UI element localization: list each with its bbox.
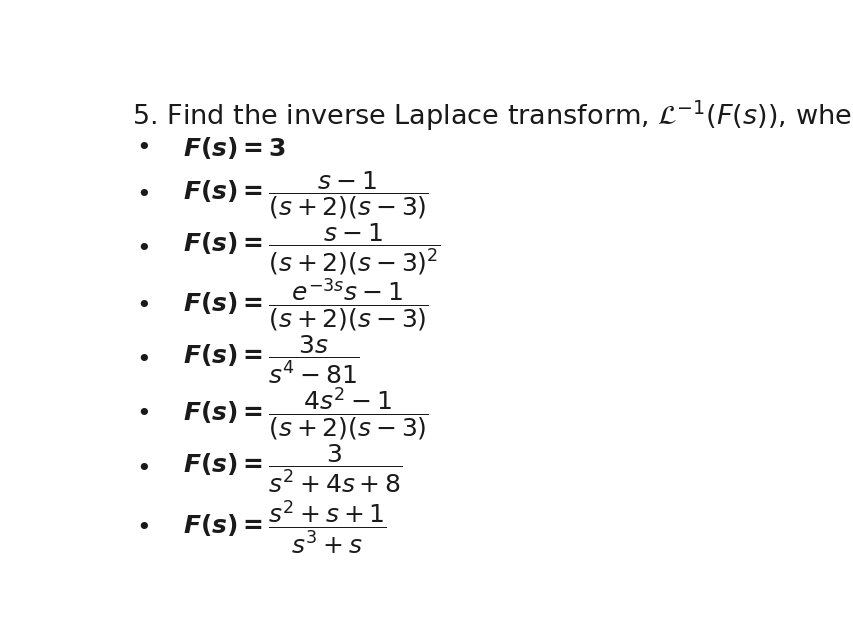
Text: $\boldsymbol{F(s) =} \dfrac{3}{s^2+4s+8}$: $\boldsymbol{F(s) =} \dfrac{3}{s^2+4s+8}… — [183, 442, 402, 495]
Text: $\boldsymbol{F(s) =} \dfrac{4s^2-1}{(s+2)(s-3)}$: $\boldsymbol{F(s) =} \dfrac{4s^2-1}{(s+2… — [183, 386, 428, 443]
Text: $\boldsymbol{F(s) = 3}$: $\boldsymbol{F(s) = 3}$ — [183, 135, 286, 161]
Text: •: • — [136, 403, 150, 426]
Text: $\boldsymbol{F(s) =} \dfrac{s-1}{(s+2)(s-3)}$: $\boldsymbol{F(s) =} \dfrac{s-1}{(s+2)(s… — [183, 169, 428, 221]
Text: 5. Find the inverse Laplace transform, $\mathcal{L}^{-1}(F(s))$, where: 5. Find the inverse Laplace transform, $… — [131, 99, 853, 134]
Text: $\boldsymbol{F(s) =} \dfrac{s-1}{(s+2)(s-3)^2}$: $\boldsymbol{F(s) =} \dfrac{s-1}{(s+2)(s… — [183, 221, 440, 277]
Text: •: • — [136, 237, 150, 261]
Text: $\boldsymbol{F(s) =} \dfrac{e^{-3s}s-1}{(s+2)(s-3)}$: $\boldsymbol{F(s) =} \dfrac{e^{-3s}s-1}{… — [183, 278, 428, 335]
Text: •: • — [136, 136, 150, 160]
Text: $\boldsymbol{F(s) =} \dfrac{3s}{s^4-81}$: $\boldsymbol{F(s) =} \dfrac{3s}{s^4-81}$ — [183, 334, 358, 387]
Text: •: • — [136, 516, 150, 540]
Text: •: • — [136, 183, 150, 207]
Text: $\boldsymbol{F(s) =} \dfrac{s^2+s+1}{s^3+s}$: $\boldsymbol{F(s) =} \dfrac{s^2+s+1}{s^3… — [183, 499, 386, 556]
Text: •: • — [136, 456, 150, 481]
Text: •: • — [136, 294, 150, 318]
Text: •: • — [136, 348, 150, 372]
